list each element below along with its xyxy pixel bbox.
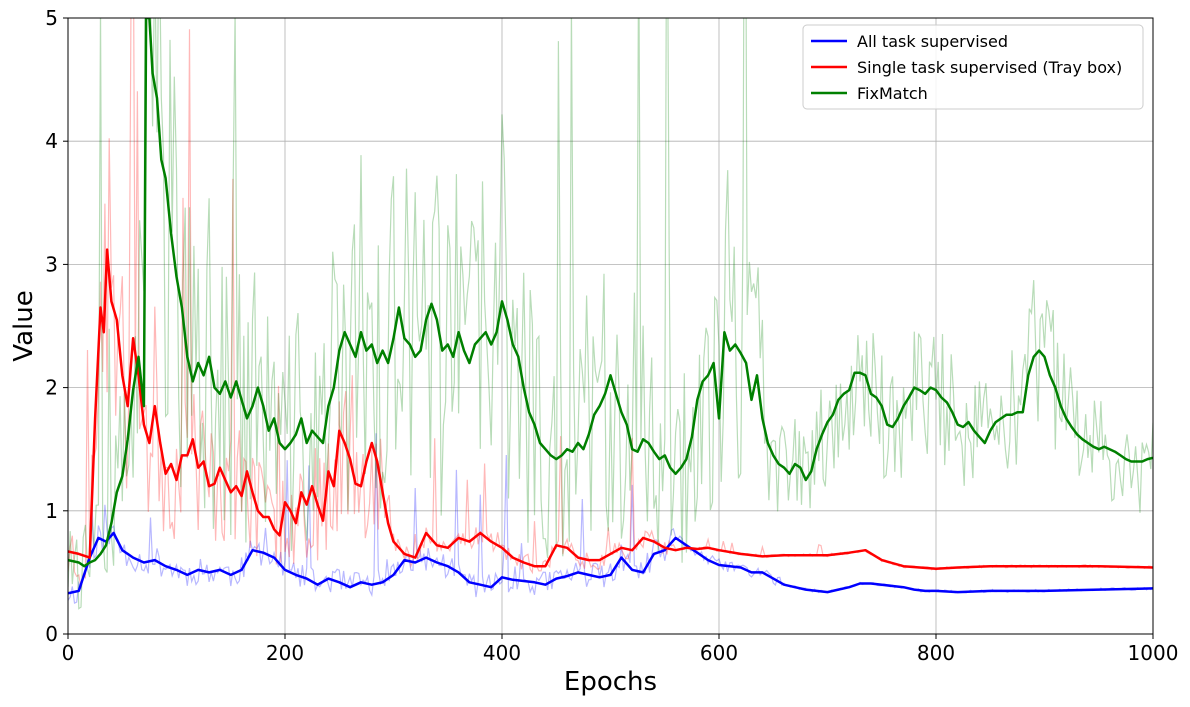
y-tick-label: 5 bbox=[45, 6, 58, 30]
x-tick-label: 800 bbox=[917, 641, 955, 665]
grid-lines bbox=[67, 17, 1154, 635]
x-tick-label: 1000 bbox=[1128, 641, 1179, 665]
smoothed-series-lines bbox=[68, 18, 1153, 595]
x-axis-ticks: 0 200 400 600 800 1000 bbox=[62, 634, 1179, 665]
x-tick-label: 600 bbox=[700, 641, 738, 665]
y-tick-label: 2 bbox=[45, 376, 58, 400]
series-line bbox=[68, 18, 1153, 568]
legend-box bbox=[802, 24, 1144, 110]
plot-frame bbox=[67, 17, 1154, 635]
y-axis-ticks: 0 1 2 3 4 5 bbox=[45, 6, 68, 646]
legend-label: Single task supervised (Tray box) bbox=[857, 58, 1122, 77]
series-line bbox=[68, 531, 1153, 595]
y-tick-label: 3 bbox=[45, 252, 58, 276]
y-tick-label: 1 bbox=[45, 499, 58, 523]
x-tick-label: 200 bbox=[266, 641, 304, 665]
series-line bbox=[68, 248, 1153, 570]
y-axis-title: Value bbox=[9, 290, 39, 361]
x-tick-label: 0 bbox=[62, 641, 75, 665]
y-tick-label: 0 bbox=[45, 622, 58, 646]
y-tick-label: 4 bbox=[45, 129, 58, 153]
raw-series-line bbox=[68, 18, 1153, 610]
legend-label: FixMatch bbox=[857, 84, 928, 103]
legend-label: All task supervised bbox=[857, 32, 1008, 51]
x-tick-label: 400 bbox=[483, 641, 521, 665]
x-axis-title: Epochs bbox=[564, 667, 657, 697]
legend: All task supervised Single task supervise… bbox=[802, 24, 1144, 110]
